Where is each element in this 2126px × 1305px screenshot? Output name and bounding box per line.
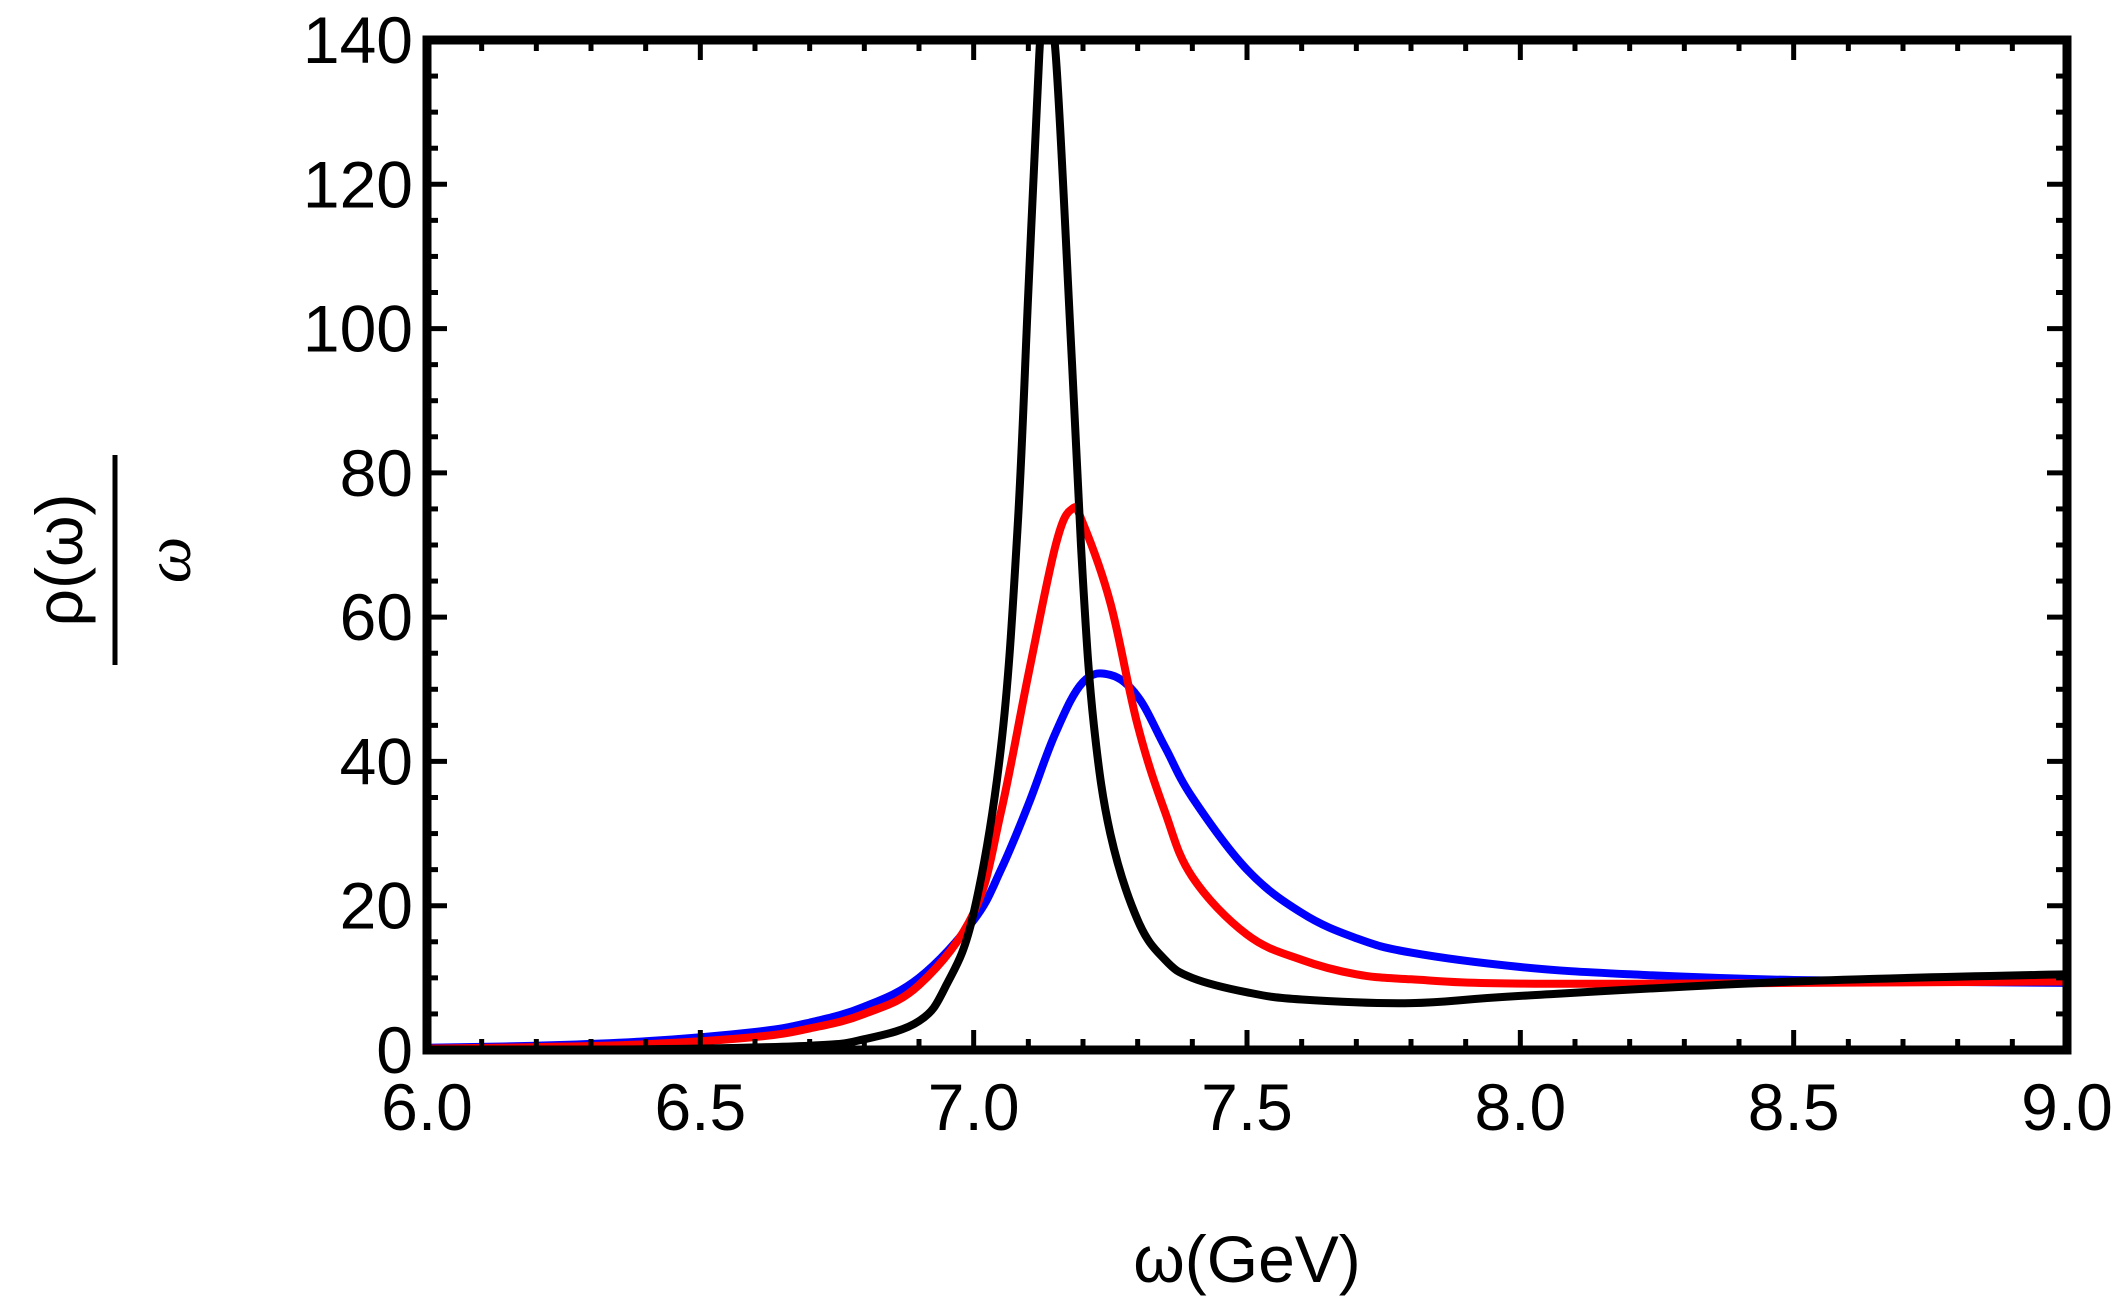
- x-tick-label: 9.0: [2021, 1070, 2113, 1144]
- y-tick-label: 100: [303, 292, 413, 366]
- y-axis-label: ρ(ω) ω: [22, 455, 205, 665]
- y-tick-label: 20: [340, 869, 413, 943]
- y-axis-label-numerator: ρ(ω): [22, 493, 96, 626]
- ticks-layer: [424, 37, 2070, 1053]
- series-line-1: [427, 669, 2067, 1050]
- x-tick-label: 8.0: [1474, 1070, 1566, 1144]
- x-tick-label: 6.5: [654, 1070, 746, 1144]
- y-axis-label-denominator: ω: [132, 537, 205, 584]
- y-tick-label: 120: [303, 147, 413, 221]
- x-axis-label: ω(GeV): [1133, 1222, 1361, 1296]
- x-tick-label: 6.0: [381, 1070, 473, 1144]
- x-tick-label: 8.5: [1748, 1070, 1840, 1144]
- y-tick-label: 140: [303, 3, 413, 77]
- series-line-3: [427, 40, 2067, 1050]
- x-tick-label: 7.0: [928, 1070, 1020, 1144]
- plot-frame: [422, 35, 2072, 1055]
- x-tick-label: 7.5: [1201, 1070, 1293, 1144]
- y-tick-label: 40: [340, 724, 413, 798]
- y-tick-label: 60: [340, 580, 413, 654]
- y-tick-label: 0: [376, 1013, 413, 1087]
- y-tick-label: 80: [340, 436, 413, 510]
- series-layer: [427, 40, 2067, 1050]
- tick-labels-layer: 6.0 6.5 7.0 7.5 8.0 8.5 9.0 0 20 40 60 80 100 120 140: [303, 3, 2113, 1144]
- series-line-2: [427, 503, 2067, 1050]
